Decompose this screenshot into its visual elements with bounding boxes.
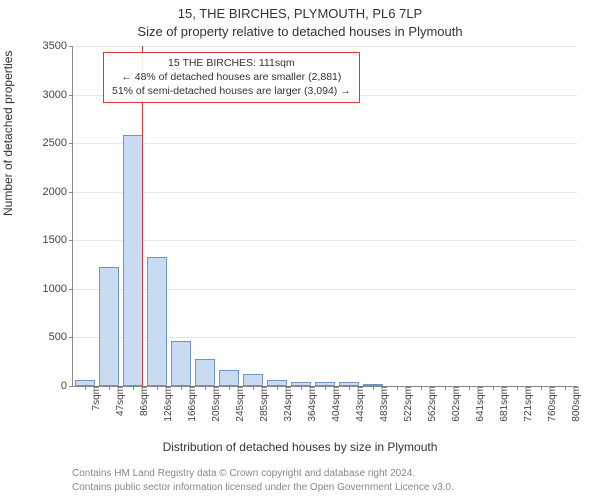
xtick-label: 205sqm [205,386,222,422]
xtick-label: 443sqm [349,386,366,422]
footer-copyright-1: Contains HM Land Registry data © Crown c… [72,468,415,479]
gridline-h [73,46,577,47]
annotation-line: ← 48% of detached houses are smaller (2,… [112,70,351,84]
xtick-label: 641sqm [469,386,486,422]
ytick-label: 1500 [43,234,73,246]
ytick-label: 3500 [43,40,73,52]
xtick-label: 7sqm [85,386,102,410]
x-axis-label: Distribution of detached houses by size … [0,440,600,454]
ytick-label: 500 [49,331,73,343]
page-subtitle: Size of property relative to detached ho… [0,24,600,39]
ytick-label: 0 [61,380,73,392]
xtick-label: 562sqm [421,386,438,422]
xtick-label: 285sqm [253,386,270,422]
bar [195,359,215,386]
xtick-label: 86sqm [133,386,150,416]
bar [243,374,263,386]
xtick-label: 324sqm [277,386,294,422]
gridline-h [73,143,577,144]
plot-area: 05001000150020002500300035007sqm47sqm86s… [72,46,577,387]
gridline-h [73,240,577,241]
annotation-line: 15 THE BIRCHES: 111sqm [112,56,351,70]
bar [315,382,335,386]
bar [291,382,311,386]
ytick-label: 3000 [43,89,73,101]
ytick-label: 2500 [43,137,73,149]
xtick-label: 681sqm [493,386,510,422]
xtick-label: 364sqm [301,386,318,422]
bar [171,341,191,386]
footer-copyright-2: Contains public sector information licen… [72,482,454,493]
xtick-label: 483sqm [373,386,390,422]
xtick-label: 800sqm [565,386,582,422]
annotation-line: 51% of semi-detached houses are larger (… [112,84,351,98]
y-axis-label: Number of detached properties [1,51,15,216]
bar [219,370,239,386]
bar [339,382,359,386]
xtick-label: 602sqm [445,386,462,422]
chart-page: { "title": "15, THE BIRCHES, PLYMOUTH, P… [0,0,600,500]
xtick-label: 760sqm [541,386,558,422]
xtick-label: 522sqm [397,386,414,422]
xtick-label: 404sqm [325,386,342,422]
gridline-h [73,192,577,193]
xtick-label: 126sqm [157,386,174,422]
xtick-label: 47sqm [109,386,126,416]
bar [147,257,167,386]
xtick-label: 166sqm [181,386,198,422]
bar [99,267,119,386]
bar [75,380,95,386]
xtick-label: 721sqm [517,386,534,422]
bar [267,380,287,386]
xtick-label: 245sqm [229,386,246,422]
bar [363,384,383,386]
ytick-label: 2000 [43,186,73,198]
page-title: 15, THE BIRCHES, PLYMOUTH, PL6 7LP [0,6,600,21]
ytick-label: 1000 [43,283,73,295]
annotation-box: 15 THE BIRCHES: 111sqm← 48% of detached … [103,52,360,103]
bar [123,135,143,386]
